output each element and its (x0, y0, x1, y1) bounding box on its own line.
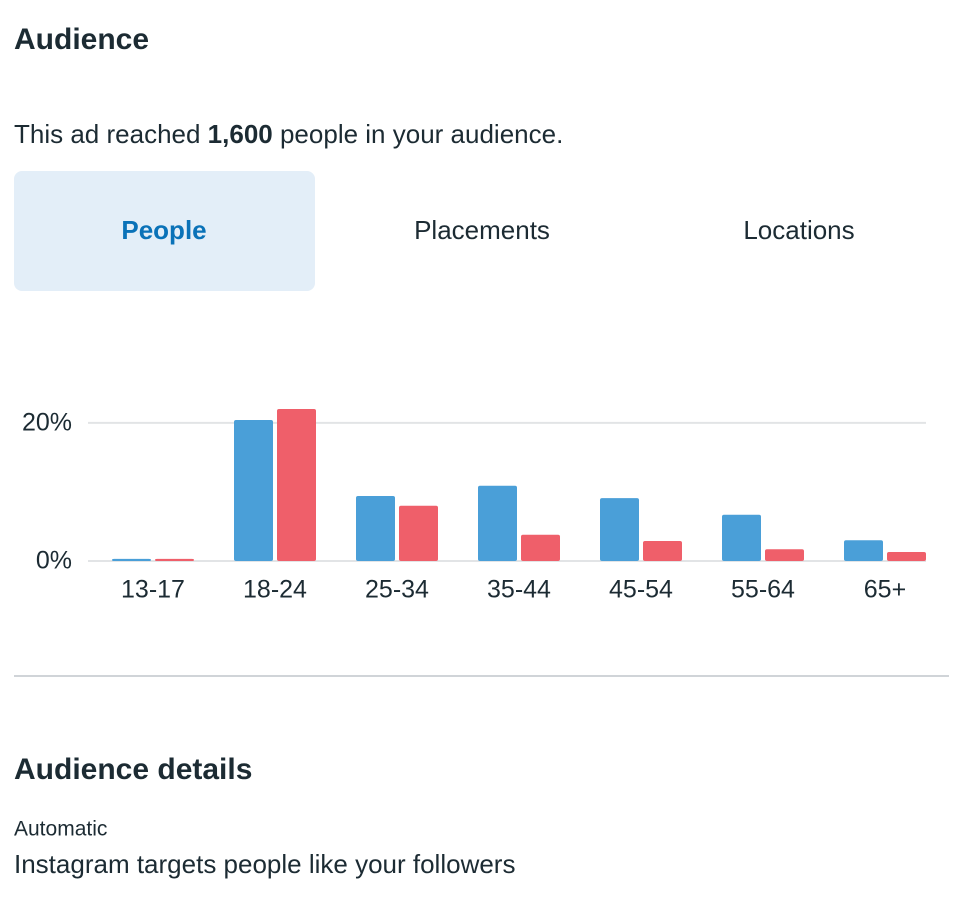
reach-count: 1,600 (208, 119, 273, 149)
tab-placements[interactable]: Placements (414, 215, 550, 245)
bar (643, 540, 682, 561)
x-tick-label: 65+ (864, 576, 906, 604)
bar (765, 549, 804, 561)
y-tick-label: 0% (36, 547, 72, 575)
bar (844, 540, 883, 561)
reach-text: This ad reached 1,600 people in your aud… (14, 119, 563, 149)
tab-background (14, 171, 315, 291)
bar (478, 485, 517, 561)
tab-locations[interactable]: Locations (743, 215, 854, 245)
tab-label[interactable]: People (121, 215, 206, 245)
bar (155, 558, 194, 561)
reach-after: people in your audience. (273, 119, 564, 149)
bar (234, 420, 273, 561)
x-tick-label: 55-64 (731, 576, 795, 604)
bar (277, 409, 316, 561)
bar (356, 496, 395, 561)
x-tick-label: 45-54 (609, 576, 673, 604)
chart: 0% 20% 13-17 18-24 25-34 35-44 45-54 55-64 65+ (22, 408, 926, 604)
section-title: Audience (14, 23, 149, 56)
bar (722, 514, 761, 561)
x-tick-label: 25-34 (365, 576, 429, 604)
bar (521, 534, 560, 561)
bar (399, 505, 438, 561)
x-tick-label: 18-24 (243, 576, 307, 604)
x-tick-label: 13-17 (121, 576, 185, 604)
bar (600, 498, 639, 561)
bar (887, 552, 926, 561)
y-tick-label: 20% (22, 408, 72, 436)
x-tick-label: 35-44 (487, 576, 551, 604)
details-text: Instagram targets people like your follo… (14, 849, 515, 879)
details-label: Automatic (14, 818, 107, 841)
details-title: Audience details (14, 753, 252, 786)
bar (112, 558, 151, 561)
tab-people[interactable]: People (14, 171, 315, 291)
reach-before: This ad reached (14, 119, 208, 149)
